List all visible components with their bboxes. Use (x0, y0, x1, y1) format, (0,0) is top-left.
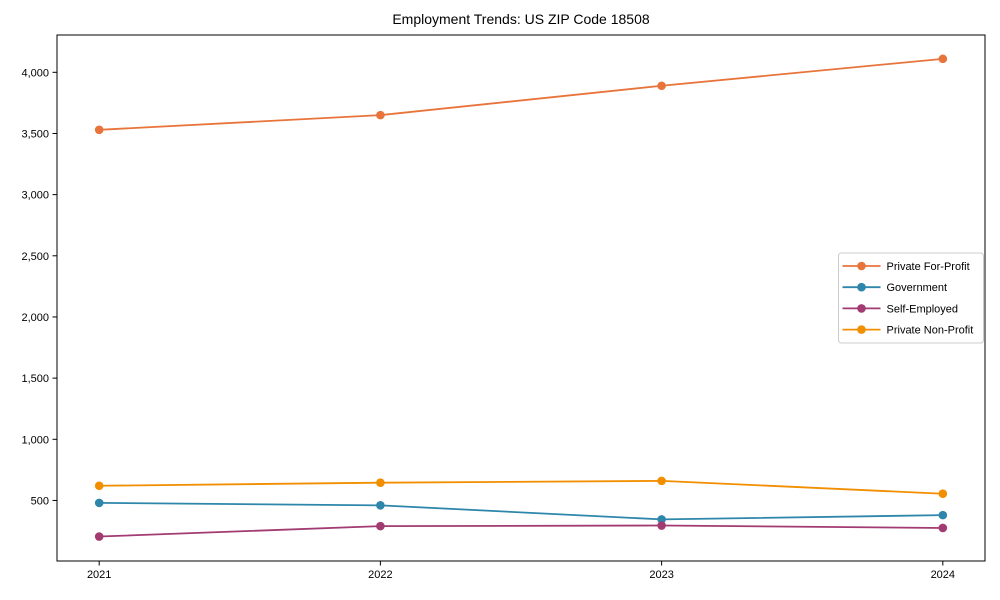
x-tick-label: 2022 (368, 569, 392, 581)
series-marker-private-for-profit (94, 125, 104, 135)
legend-marker-dot (857, 282, 866, 292)
plot-border (56, 34, 986, 562)
series-marker-private-non-profit (938, 489, 948, 499)
series-marker-private-non-profit (657, 476, 666, 486)
series-line-private-non-profit (99, 479, 943, 495)
x-tick-label: 2023 (649, 569, 673, 581)
legend-label: Government (887, 282, 948, 294)
series-marker-government (376, 501, 385, 510)
legend-marker-dot (857, 304, 866, 313)
series-line-government (99, 501, 943, 521)
series-marker-government (938, 510, 948, 520)
series-line-self-employed (99, 524, 943, 538)
series-marker-private-non-profit (376, 478, 385, 488)
series-marker-government (94, 498, 104, 508)
series-marker-self-employed (376, 521, 385, 531)
y-tick-label: 3,000 (21, 190, 49, 202)
series-marker-private-non-profit (94, 481, 104, 491)
series-line-private-for-profit (99, 57, 943, 131)
y-tick-label: 500 (31, 495, 49, 507)
y-tick-label: 1,500 (21, 373, 49, 385)
legend-box (838, 252, 984, 344)
legend-marker-dot (857, 261, 866, 271)
y-tick-label: 2,000 (21, 312, 49, 324)
y-tick-label: 1,000 (21, 434, 49, 446)
legend-label: Private Non-Profit (887, 325, 974, 337)
series-marker-self-employed (94, 532, 104, 541)
series-marker-private-for-profit (376, 110, 385, 120)
series-marker-self-employed (938, 523, 948, 533)
series-marker-private-for-profit (938, 54, 948, 64)
legend-label: Self-Employed (887, 303, 959, 315)
series-marker-government (657, 515, 666, 524)
chart-title: Employment Trends: US ZIP Code 18508 (392, 11, 650, 27)
x-tick-label: 2021 (87, 569, 111, 581)
legend-label: Private For-Profit (887, 261, 970, 273)
y-tick-label: 4,000 (21, 67, 49, 79)
x-tick-label: 2024 (931, 569, 955, 581)
series-marker-private-for-profit (657, 81, 666, 91)
legend-marker-dot (857, 325, 866, 334)
y-tick-label: 3,500 (21, 128, 49, 140)
series-marker-self-employed (657, 521, 666, 530)
y-tick-label: 2,500 (21, 251, 49, 263)
